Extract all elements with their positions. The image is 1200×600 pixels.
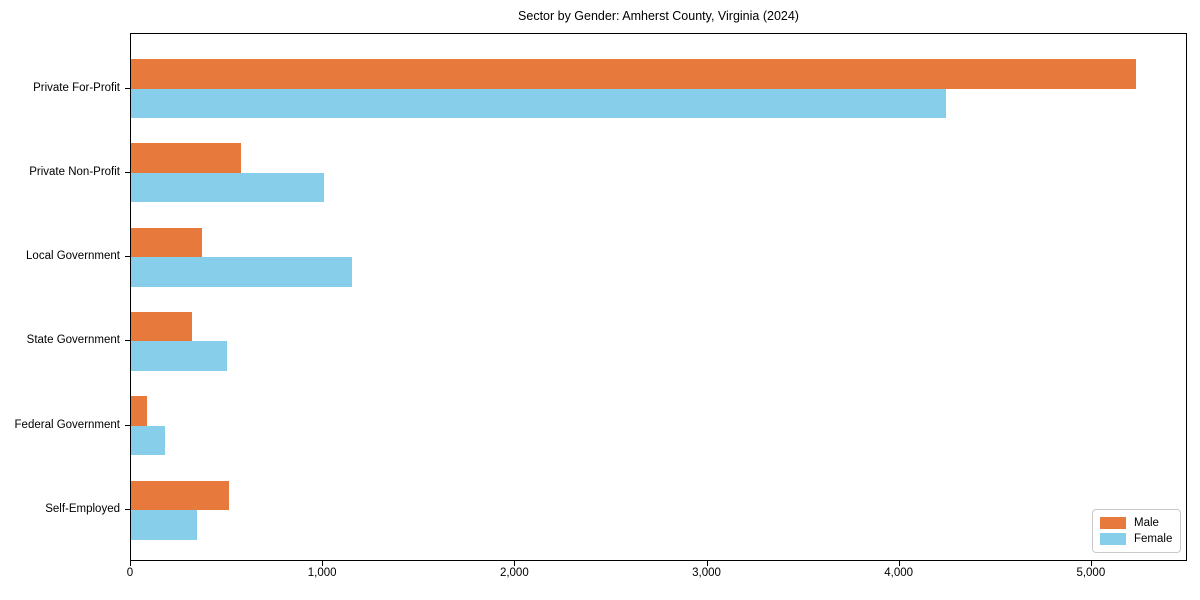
bar-female-local-government	[131, 257, 352, 287]
x-tick-mark	[706, 561, 708, 566]
legend-label-male: Male	[1134, 516, 1159, 529]
y-tick-label-federal-government: Federal Government	[14, 418, 120, 431]
y-tick-label-private-non-profit: Private Non-Profit	[29, 165, 120, 178]
x-tick-mark	[322, 561, 324, 566]
x-tick-mark	[514, 561, 516, 566]
y-tick-label-self-employed: Self-Employed	[45, 503, 120, 515]
bar-male-state-government	[131, 311, 193, 342]
y-tick-mark	[125, 87, 130, 89]
bar-female-state-government	[131, 341, 228, 371]
bar-female-private-for-profit	[131, 88, 946, 118]
y-tick-label-private-for-profit: Private For-Profit	[33, 81, 120, 94]
y-tick-mark	[125, 340, 130, 342]
bar-male-private-for-profit	[131, 59, 1137, 89]
bar-female-self-employed	[131, 510, 198, 540]
legend-swatch-female	[1100, 533, 1126, 545]
x-tick-label-2000: 2,000	[499, 567, 529, 579]
x-tick-label-4000: 4,000	[884, 567, 914, 579]
x-tick-label-1000: 1,000	[307, 567, 337, 579]
x-tick-label-0: 0	[126, 567, 134, 579]
bar-male-local-government	[131, 227, 203, 258]
bar-female-federal-government	[131, 425, 165, 456]
x-tick-mark	[898, 561, 900, 566]
x-tick-mark	[130, 561, 131, 566]
y-tick-label-state-government: State Government	[26, 334, 120, 347]
plot-area	[130, 33, 1187, 561]
x-tick-label-5000: 5,000	[1076, 567, 1106, 579]
legend: Male Female	[1092, 509, 1181, 553]
x-tick-mark	[1090, 561, 1092, 566]
legend-label-female: Female	[1134, 532, 1173, 545]
y-tick-mark	[125, 509, 130, 510]
y-tick-mark	[125, 424, 130, 426]
legend-item-male: Male	[1100, 517, 1173, 530]
legend-item-female: Female	[1100, 533, 1173, 546]
bar-male-federal-government	[131, 396, 148, 426]
legend-swatch-male	[1100, 517, 1126, 529]
chart-title: Sector by Gender: Amherst County, Virgin…	[518, 9, 799, 23]
bar-female-private-non-profit	[131, 172, 325, 203]
x-tick-label-3000: 3,000	[692, 567, 721, 579]
y-tick-mark	[125, 171, 130, 173]
y-tick-label-local-government: Local Government	[26, 250, 120, 263]
bar-male-private-non-profit	[131, 143, 242, 173]
bar-male-self-employed	[131, 480, 229, 510]
y-tick-mark	[125, 256, 130, 258]
